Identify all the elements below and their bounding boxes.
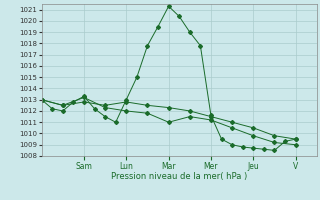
X-axis label: Pression niveau de la mer( hPa ): Pression niveau de la mer( hPa ): [111, 172, 247, 181]
